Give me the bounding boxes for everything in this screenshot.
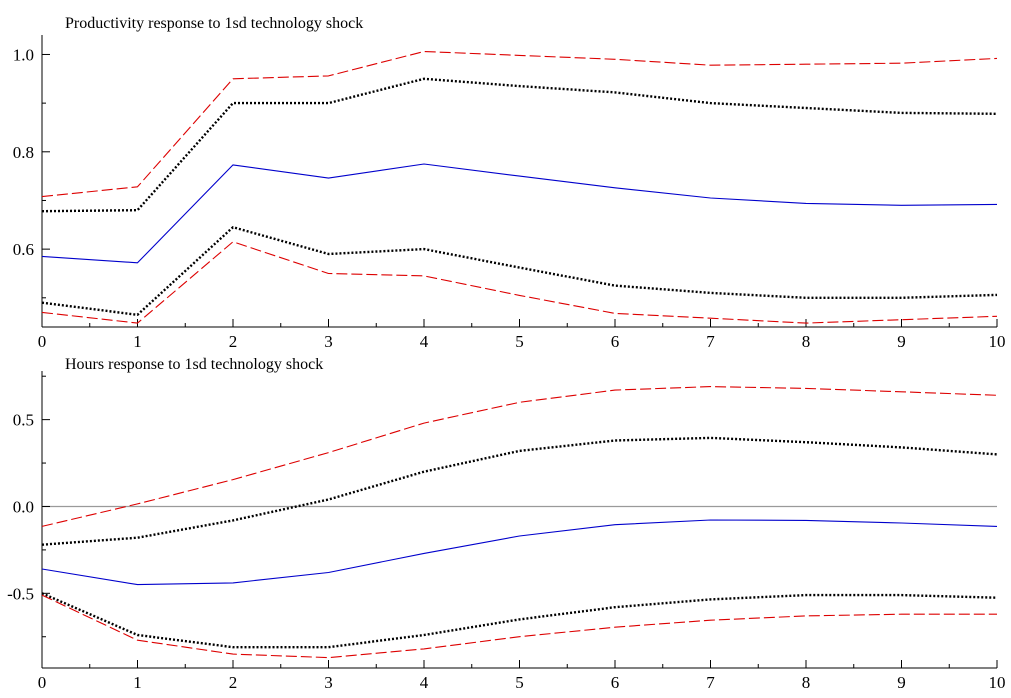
- x-tick-label: 1: [133, 332, 142, 351]
- x-tick-label: 9: [897, 673, 906, 692]
- series-lines: [41, 386, 998, 659]
- y-tick-label: 0.0: [13, 497, 34, 516]
- productivity-panel: Productivity response to 1sd technology …: [13, 15, 1006, 351]
- x-tick-label: 7: [706, 673, 715, 692]
- x-tick-label: 0: [38, 673, 47, 692]
- x-tick-label: 5: [515, 673, 524, 692]
- upper-inner-band-line: [41, 77, 998, 213]
- x-tick-label: 4: [420, 673, 429, 692]
- x-tick-label: 3: [324, 332, 333, 351]
- lower-outer-band-line: [41, 241, 998, 324]
- x-tick-label: 9: [897, 332, 906, 351]
- upper-inner-band-line: [41, 436, 998, 546]
- hours-panel: Hours response to 1sd technology shock 0…: [7, 356, 1005, 692]
- chart-title: Hours response to 1sd technology shock: [65, 356, 323, 373]
- x-tick-label: 10: [989, 673, 1006, 692]
- y-tick-label: -0.5: [7, 584, 34, 603]
- x-tick-label: 2: [229, 332, 238, 351]
- upper-outer-band-line: [41, 50, 998, 198]
- x-tick-label: 10: [989, 332, 1006, 351]
- x-tick-label: 7: [706, 332, 715, 351]
- x-tick-label: 2: [229, 673, 238, 692]
- x-tick-label: 5: [515, 332, 524, 351]
- x-tick-label: 6: [611, 332, 620, 351]
- upper-outer-band-line: [41, 386, 998, 527]
- series-lines: [41, 50, 998, 324]
- x-tick-label: 8: [802, 332, 811, 351]
- chart-title: Productivity response to 1sd technology …: [65, 15, 363, 32]
- axes: 0 1 2 3 4 5 6 7 8 9 10 0.6 0.8 1.0: [13, 35, 1006, 351]
- axes: 0 1 2 3 4 5 6 7 8 9 10 -0.5 0.0 0.5: [7, 371, 1006, 692]
- y-tick-label: 0.8: [13, 143, 34, 162]
- x-tick-label: 1: [133, 673, 142, 692]
- x-tick-label: 3: [324, 673, 333, 692]
- x-tick-label: 8: [802, 673, 811, 692]
- lower-outer-band-line: [41, 594, 997, 659]
- y-tick-label: 1.0: [13, 45, 34, 64]
- x-tick-label: 4: [420, 332, 429, 351]
- y-tick-label: 0.5: [13, 411, 34, 430]
- lower-inner-band-line: [41, 592, 998, 649]
- x-tick-label: 6: [611, 673, 620, 692]
- lower-inner-band-line: [41, 225, 998, 316]
- estimate-line: [41, 163, 998, 264]
- x-tick-label: 0: [38, 332, 47, 351]
- estimate-line: [41, 519, 998, 586]
- y-tick-label: 0.6: [13, 240, 34, 259]
